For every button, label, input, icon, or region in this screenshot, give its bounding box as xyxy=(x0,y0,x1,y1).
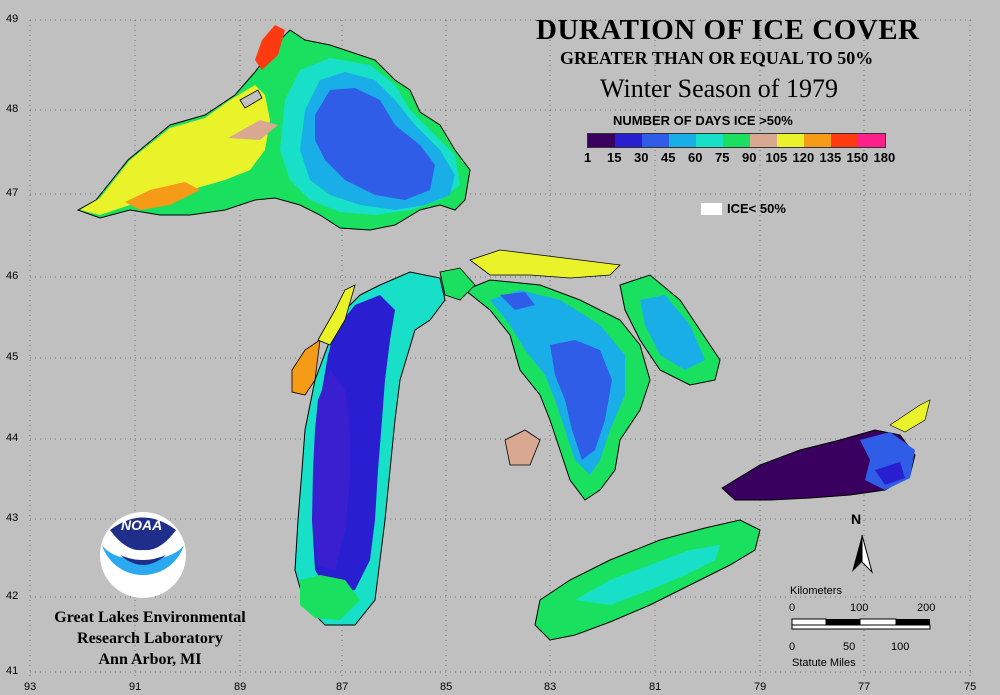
scale-mi-tick: 50 xyxy=(843,641,856,653)
legend-tick-label: 180 xyxy=(873,150,896,165)
legend-ticks: 1 15 30 45 60 75 90 105 120 135 150 180 xyxy=(580,150,940,166)
lon-label: 91 xyxy=(129,681,142,693)
lab-name-line1: Great Lakes Environmental xyxy=(54,609,246,626)
legend-tick-label: 75 xyxy=(715,150,730,165)
legend-swatch xyxy=(831,134,858,147)
scale-bar xyxy=(791,618,931,630)
lat-label: 45 xyxy=(6,351,19,363)
legend-swatch xyxy=(777,134,804,147)
legend-tick-label: 15 xyxy=(607,150,622,165)
lon-label: 75 xyxy=(964,681,977,693)
ice-less-swatch xyxy=(701,203,722,215)
legend-swatch xyxy=(588,134,615,147)
lake-superior xyxy=(76,25,471,231)
legend-swatch xyxy=(804,134,831,147)
season-label: Winter Season of 1979 xyxy=(600,74,838,103)
lon-label: 85 xyxy=(440,681,453,693)
lake-huron xyxy=(439,249,721,501)
legend-color-bar xyxy=(587,133,886,148)
legend-tick-label: 1 xyxy=(584,150,592,165)
lon-label: 77 xyxy=(858,681,871,693)
lab-location: Ann Arbor, MI xyxy=(98,651,202,668)
lake-michigan xyxy=(291,271,446,626)
legend-title: NUMBER OF DAYS ICE >50% xyxy=(613,113,793,128)
legend-tick-label: 45 xyxy=(661,150,676,165)
map-title: DURATION OF ICE COVER xyxy=(536,14,920,46)
legend-swatch xyxy=(669,134,696,147)
legend-tick-label: 60 xyxy=(688,150,703,165)
legend-swatch xyxy=(615,134,642,147)
legend-swatch xyxy=(642,134,669,147)
lat-label: 47 xyxy=(6,187,19,199)
lake-erie xyxy=(534,519,761,641)
legend-tick-label: 105 xyxy=(765,150,788,165)
scale-mi-tick: 100 xyxy=(891,641,910,653)
scale-km-label: Kilometers xyxy=(790,585,842,597)
legend-tick-label: 90 xyxy=(742,150,757,165)
lab-name-line2: Research Laboratory xyxy=(77,630,223,647)
lake-ontario xyxy=(721,399,931,501)
scale-mi-label: Statute Miles xyxy=(792,657,856,669)
legend-tick-label: 150 xyxy=(846,150,869,165)
north-label: N xyxy=(851,511,862,527)
legend-swatch xyxy=(858,134,885,147)
scale-km-tick: 200 xyxy=(917,602,936,614)
noaa-logo-text: NOAA xyxy=(121,517,163,533)
map-subtitle: GREATER THAN OR EQUAL TO 50% xyxy=(560,48,874,68)
noaa-logo xyxy=(100,512,186,598)
lat-label: 48 xyxy=(6,103,19,115)
lon-label: 93 xyxy=(24,681,37,693)
lon-label: 87 xyxy=(336,681,349,693)
ice-less-label: ICE< 50% xyxy=(727,201,786,216)
lon-label: 89 xyxy=(234,681,247,693)
lat-label: 41 xyxy=(6,665,19,677)
scale-km-tick: 100 xyxy=(850,602,869,614)
lat-label: 49 xyxy=(6,13,19,25)
lat-label: 42 xyxy=(6,590,19,602)
legend-tick-label: 30 xyxy=(634,150,649,165)
lat-label: 43 xyxy=(6,512,19,524)
north-arrow xyxy=(852,534,873,574)
lat-label: 46 xyxy=(6,270,19,282)
legend-tick-label: 120 xyxy=(792,150,815,165)
lon-label: 81 xyxy=(649,681,662,693)
lon-label: 79 xyxy=(754,681,767,693)
scale-mi-tick: 0 xyxy=(789,641,796,653)
scale-km-tick: 0 xyxy=(789,602,796,614)
legend-swatch xyxy=(723,134,750,147)
legend-tick-label: 135 xyxy=(819,150,842,165)
legend-swatch xyxy=(750,134,777,147)
lon-label: 83 xyxy=(544,681,557,693)
legend-swatch xyxy=(696,134,723,147)
lat-label: 44 xyxy=(6,432,19,444)
